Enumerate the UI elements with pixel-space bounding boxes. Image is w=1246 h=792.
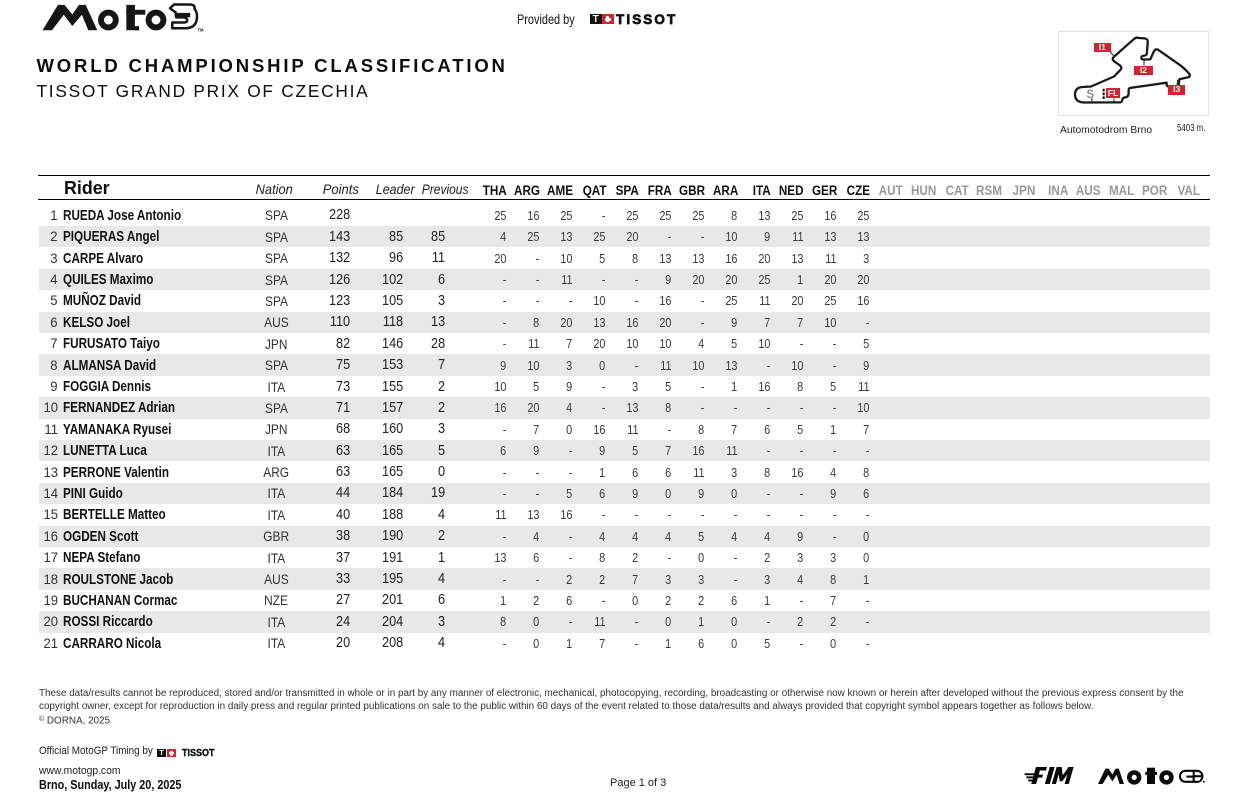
svg-text:TM: TM (198, 27, 205, 32)
svg-text:S: S (1087, 89, 1095, 101)
